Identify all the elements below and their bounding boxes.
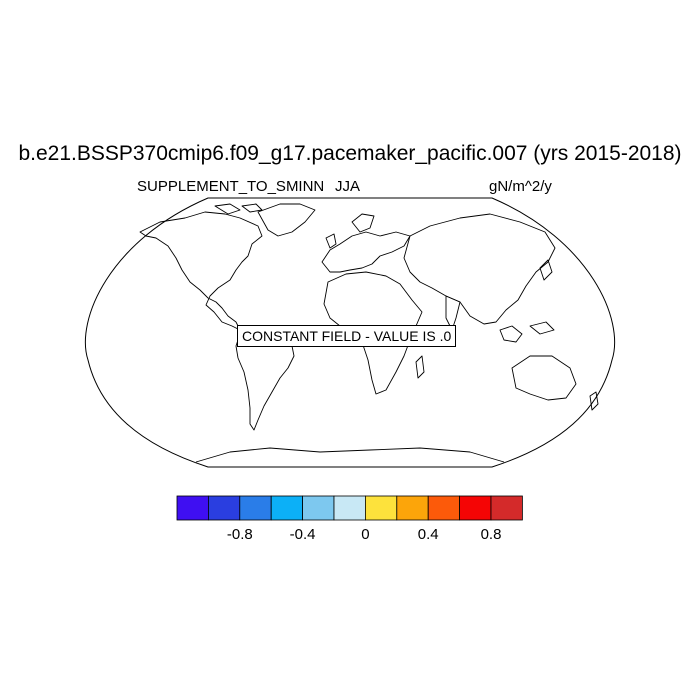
coast-north-america	[139, 211, 263, 331]
colorbar-box-1	[207, 495, 241, 521]
colorbar-box-8	[427, 495, 461, 521]
variable-name: SUPPLEMENT_TO_SMINN	[137, 178, 325, 195]
colorbar-box-9	[459, 495, 492, 521]
colorbar-box-3	[270, 495, 304, 521]
colorbar-box-10	[490, 495, 523, 521]
colorbar-box-7	[396, 495, 429, 521]
coast-japan	[539, 259, 553, 281]
colorbar-tick-label: 0	[361, 526, 369, 543]
colorbar-box-4	[302, 495, 335, 521]
coast-greenland	[257, 203, 316, 237]
coast-scandinavia	[351, 213, 375, 233]
colorbar-box-0	[176, 495, 209, 521]
coast-new-zealand	[589, 391, 599, 411]
coast-europe	[321, 231, 411, 273]
units-label: gN/m^2/y	[489, 178, 552, 195]
colorbar-box-5	[333, 495, 366, 521]
colorbar-tick-label: -0.4	[290, 526, 316, 543]
colorbar-tick-label: 0.8	[481, 526, 502, 543]
colorbar-box-6	[364, 495, 398, 521]
season-label: JJA	[335, 178, 361, 195]
constant-field-annotation: CONSTANT FIELD - VALUE IS .0	[237, 325, 457, 347]
coast-india	[445, 295, 461, 331]
colorbar-tick-label: 0.4	[418, 526, 439, 543]
coast-antarctica	[195, 447, 505, 463]
colorbar-boxes	[176, 495, 523, 521]
coast-australia	[511, 355, 577, 401]
coast-southeast-asia	[499, 321, 555, 343]
map-title: b.e21.BSSP370cmip6.f09_g17.pacemaker_pac…	[18, 142, 682, 165]
colorbar-box-2	[239, 495, 272, 521]
map-outline	[84, 197, 616, 468]
coast-asia	[403, 213, 556, 325]
coast-arctic-islands	[214, 203, 263, 215]
coast-madagascar	[415, 355, 425, 379]
colorbar-tick-labels: -0.8 -0.4 0 0.4 0.8	[227, 526, 502, 543]
colorbar-tick-label: -0.8	[227, 526, 253, 543]
coast-uk	[325, 233, 337, 249]
